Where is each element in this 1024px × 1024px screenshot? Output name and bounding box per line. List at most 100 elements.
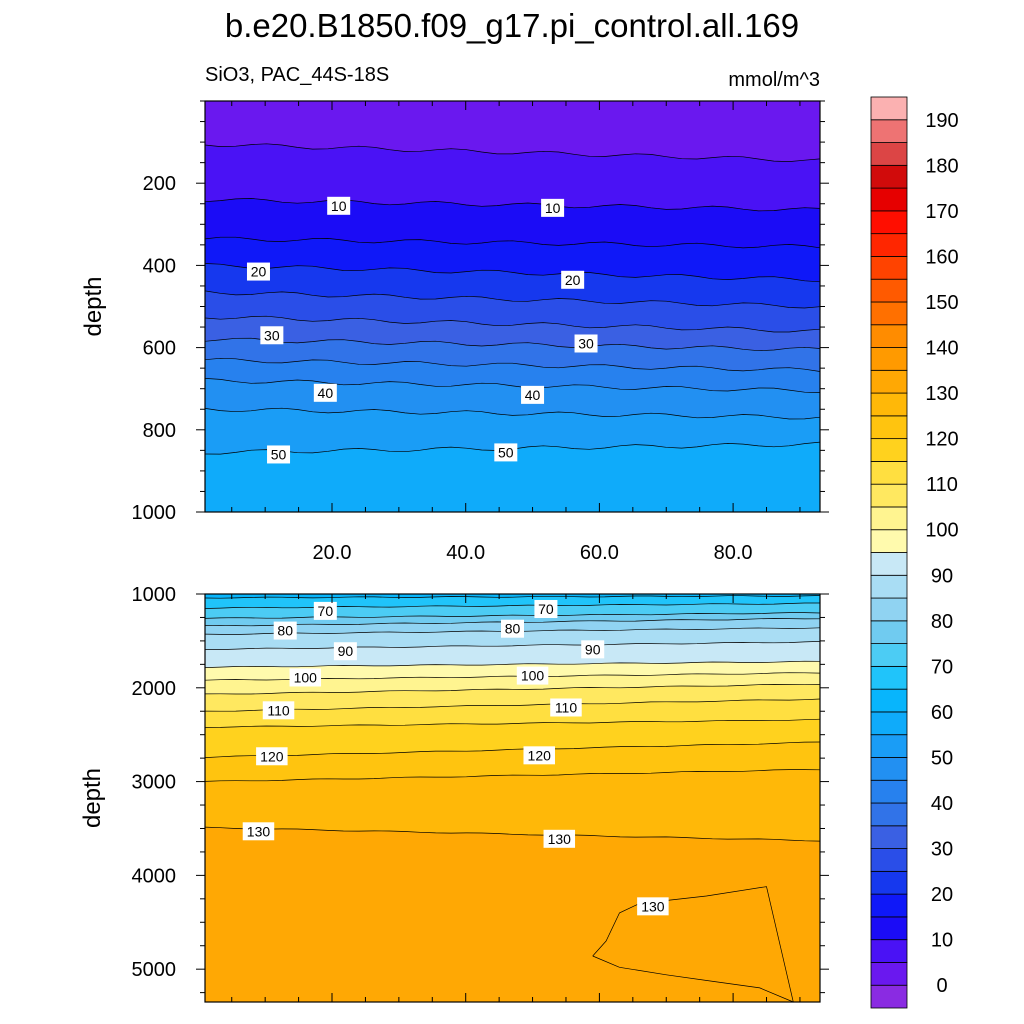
contour-line [204, 315, 821, 333]
colorbar-swatch [870, 848, 908, 872]
contour-label: 40 [525, 387, 541, 403]
plot-frame [204, 593, 821, 1003]
contour-label-box [262, 701, 295, 720]
colorbar-swatch [870, 574, 908, 599]
y-tick-label: 400 [143, 255, 176, 277]
colorbar-swatch [870, 301, 908, 326]
contour-label: 10 [545, 200, 561, 216]
y-tick-label: 1000 [132, 502, 177, 524]
colorbar-label: 180 [925, 155, 958, 177]
colorbar-swatch [870, 483, 908, 508]
colorbar-label: 120 [925, 429, 958, 451]
colorbar-swatch [870, 711, 908, 736]
contour-line [204, 612, 821, 619]
contour-label-box [561, 270, 585, 289]
contour-label-box [267, 445, 291, 464]
contour-line [204, 698, 821, 712]
colorbar-label: 40 [931, 793, 953, 815]
colorbar-label: 190 [925, 110, 958, 132]
colorbar-swatch [870, 779, 908, 804]
contour-line [204, 769, 821, 782]
contour-label: 130 [641, 898, 665, 914]
colorbar-label: 90 [931, 565, 953, 587]
colorbar-swatch [870, 210, 908, 235]
colorbar-swatch [870, 278, 908, 303]
colorbar-label: 100 [925, 520, 958, 542]
contour-label-box [256, 747, 288, 766]
contour-line [204, 407, 821, 420]
contour-label-box [637, 897, 669, 916]
contour-line [204, 378, 821, 393]
contour-label-box [521, 385, 545, 404]
y-tick-label: 200 [143, 173, 176, 195]
contour-line [204, 337, 821, 352]
lower-contour-panel: 70 70 80 80 90 90 100 100 110 110 120 120 130 130 130 1… [79, 584, 829, 1003]
contour-label-box [581, 640, 605, 659]
colorbar-swatch [870, 460, 908, 485]
colorbar-swatch [870, 597, 908, 622]
y-tick-label: 1000 [132, 584, 177, 606]
x-tick-label: 20.0 [313, 542, 352, 564]
colorbar-swatch [870, 164, 908, 189]
contour-label: 100 [294, 669, 318, 685]
contour-line [205, 641, 821, 650]
contour-label-box [543, 829, 576, 848]
contour-line [204, 602, 820, 609]
contour-label: 120 [260, 748, 284, 764]
colorbar-label: 10 [931, 930, 953, 952]
y-tick-label: 3000 [132, 772, 177, 794]
colorbar-swatch [870, 392, 908, 417]
colorbar-swatch [870, 369, 908, 394]
contour-label-box [327, 196, 351, 215]
contour-line [204, 718, 821, 728]
contour-label: 110 [555, 699, 578, 715]
y-tick-label: 2000 [132, 678, 177, 700]
colorbar-label: 50 [931, 747, 953, 769]
colorbar-swatch [870, 256, 908, 280]
colorbar-label: 20 [931, 884, 953, 906]
contour-label: 50 [498, 444, 514, 460]
colorbar-label: 150 [925, 292, 958, 314]
colorbar: 0 10 20 30 40 50 60 70 80 90 100 110 120 130 140 150 160… [870, 96, 959, 1009]
contour-line [204, 198, 821, 212]
contour-label-box [260, 326, 284, 345]
colorbar-swatch [870, 552, 908, 576]
colorbar-swatch [870, 142, 908, 166]
contour-line [204, 684, 821, 695]
contour-label-box [289, 668, 322, 687]
contour-label: 20 [251, 264, 267, 280]
contour-label: 130 [548, 831, 572, 847]
contour-label-box [494, 443, 518, 462]
contour-label: 100 [521, 668, 545, 684]
colorbar-swatch [870, 734, 908, 758]
colorbar-swatch [870, 187, 908, 212]
contour-line [204, 263, 821, 283]
contour-label: 70 [318, 603, 334, 619]
colorbar-swatch [870, 665, 908, 690]
x-tick-label: 40.0 [446, 542, 485, 564]
colorbar-label: 170 [925, 201, 958, 223]
colorbar-swatch [870, 643, 908, 667]
colorbar-swatch [870, 96, 908, 121]
colorbar-label: 70 [931, 656, 953, 678]
contour-label: 90 [338, 643, 354, 659]
colorbar-swatch [870, 984, 908, 1009]
figure-title: b.e20.B1850.f09_g17.pi_control.all.169 [225, 7, 799, 44]
colorbar-label: 80 [931, 611, 953, 633]
colorbar-swatch [870, 870, 908, 895]
colorbar-label: 140 [925, 338, 958, 360]
colorbar-swatch [870, 825, 908, 849]
contour-label-box [242, 822, 275, 841]
y-axis-label: depth [79, 768, 106, 828]
contour-line [204, 290, 821, 309]
y-tick-label: 5000 [132, 959, 177, 981]
colorbar-label: 110 [926, 474, 958, 496]
right-subtitle: mmol/m^3 [728, 69, 820, 91]
colorbar-swatch [870, 893, 908, 918]
upper-contour-panel: 10 10 20 20 30 30 40 40 50 50 20.0 40.0 60.0 80.0 200 4… [80, 100, 829, 564]
colorbar-swatch [870, 688, 908, 713]
colorbar-label: 30 [931, 839, 953, 861]
contour-label: 50 [271, 446, 287, 462]
x-tick-label: 60.0 [580, 542, 619, 564]
